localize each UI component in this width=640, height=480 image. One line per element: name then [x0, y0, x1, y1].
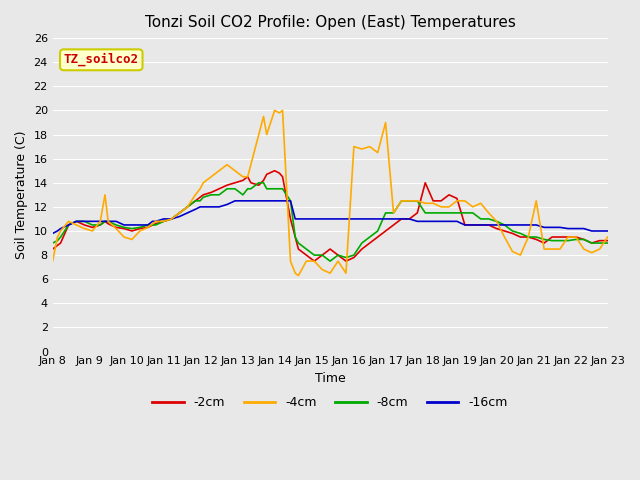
X-axis label: Time: Time — [315, 372, 346, 385]
Text: TZ_soilco2: TZ_soilco2 — [64, 53, 139, 67]
Legend: -2cm, -4cm, -8cm, -16cm: -2cm, -4cm, -8cm, -16cm — [147, 391, 513, 414]
Title: Tonzi Soil CO2 Profile: Open (East) Temperatures: Tonzi Soil CO2 Profile: Open (East) Temp… — [145, 15, 516, 30]
Y-axis label: Soil Temperature (C): Soil Temperature (C) — [15, 131, 28, 259]
